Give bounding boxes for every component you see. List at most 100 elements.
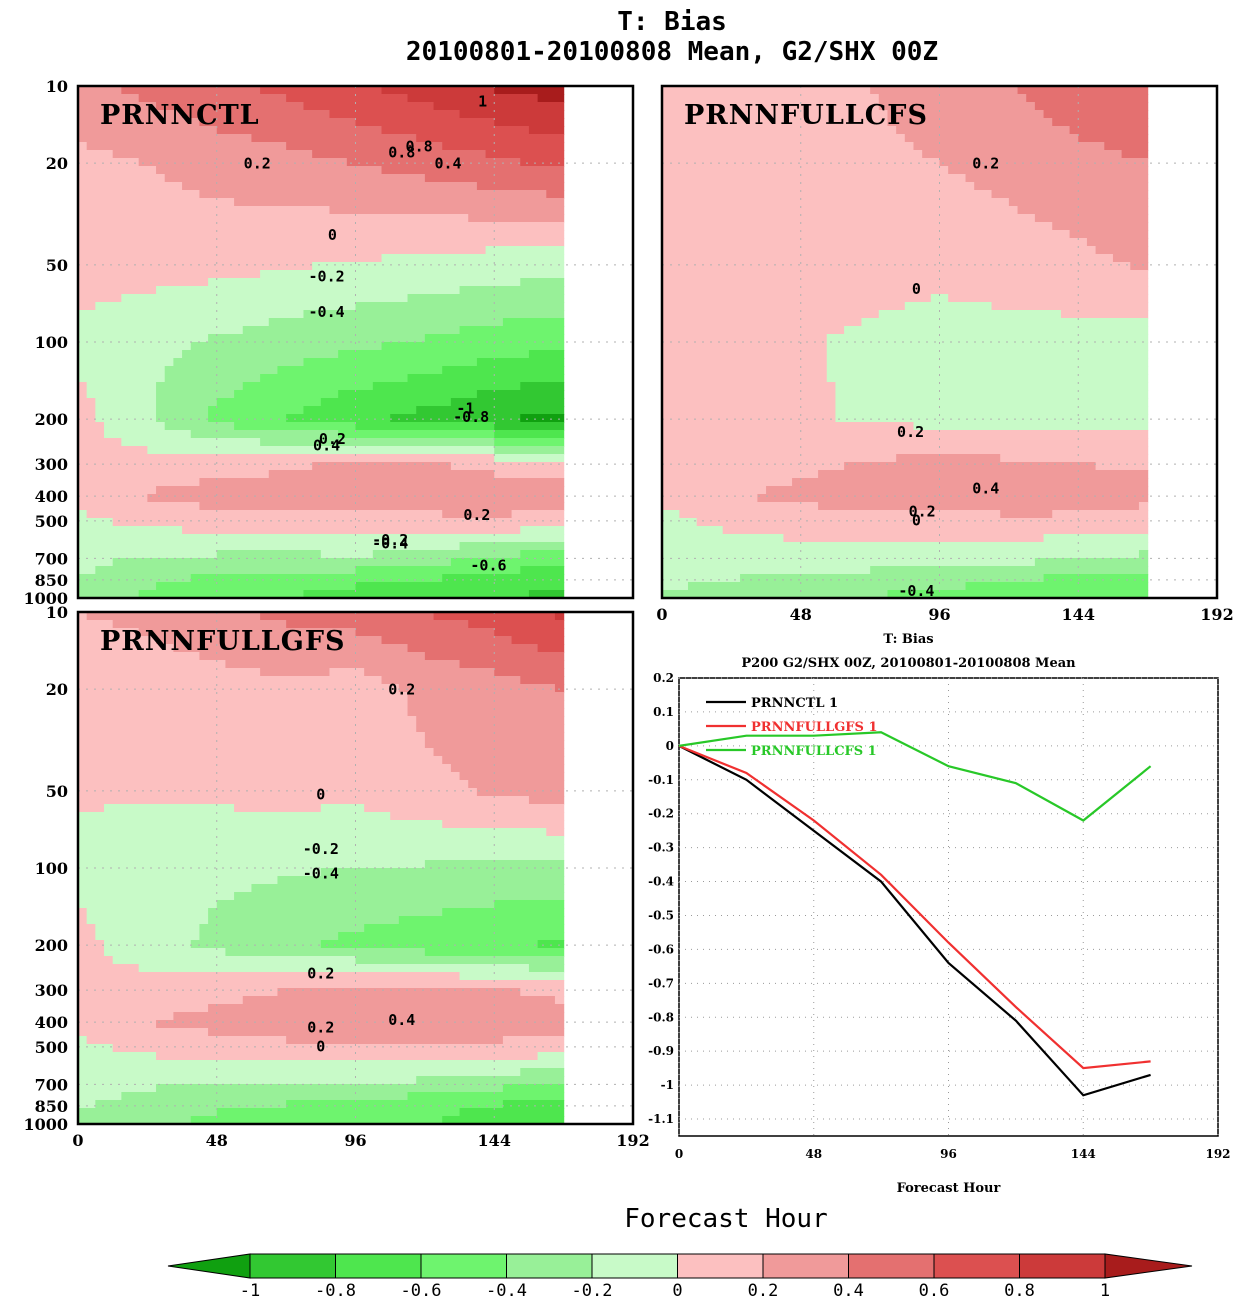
contour-cell (861, 102, 871, 111)
contour-cell (303, 86, 313, 95)
contour-cell (757, 118, 767, 127)
contour-cell (537, 326, 547, 335)
contour-cell (537, 230, 547, 239)
contour-cell (670, 222, 680, 231)
contour-cell (312, 558, 322, 567)
contour-cell (520, 446, 530, 455)
contour-cell (991, 254, 1001, 263)
contour-cell (459, 110, 469, 119)
contour-cell (130, 526, 140, 535)
contour-cell (1086, 150, 1097, 159)
contour-cell (147, 174, 157, 183)
contour-cell (355, 342, 365, 351)
contour-cell (199, 342, 209, 351)
contour-cell (783, 278, 793, 287)
contour-cell (104, 278, 114, 287)
contour-cell (86, 494, 96, 503)
contour-cell (294, 302, 305, 311)
contour-cell (182, 238, 192, 247)
contour-cell (511, 326, 521, 335)
contour-cell (731, 206, 741, 215)
contour-cell (913, 174, 923, 183)
contour-cell (364, 470, 374, 479)
contour-cell (442, 350, 452, 359)
contour-cell (844, 182, 854, 191)
contour-cell (303, 326, 313, 335)
contour-cell (982, 158, 993, 167)
contour-cell (303, 134, 313, 143)
contour-cell (86, 286, 96, 295)
contour-cell (277, 358, 287, 367)
contour-cell (852, 254, 863, 263)
contour-cell (1034, 102, 1045, 111)
contour-cell (329, 462, 339, 471)
contour-cell (748, 134, 758, 143)
contour-cell (844, 238, 854, 247)
contour-cell (372, 118, 383, 127)
contour-cell (1086, 262, 1097, 271)
contour-cell (1034, 118, 1045, 127)
contour-cell (679, 110, 689, 119)
contour-cell (528, 166, 539, 175)
contour-cell (537, 342, 547, 351)
contour-cell (766, 86, 776, 95)
contour-cell (887, 150, 897, 159)
contour-cell (156, 518, 166, 527)
contour-cell (554, 182, 565, 191)
contour-cell (208, 326, 218, 335)
contour-cell (277, 190, 287, 199)
contour-cell (130, 494, 140, 503)
contour-cell (896, 94, 906, 103)
contour-cell (251, 454, 261, 463)
contour-cell (164, 110, 174, 119)
contour-cell (861, 238, 871, 247)
contour-cell (1095, 238, 1105, 247)
contour-cell (696, 214, 706, 223)
contour-cell (312, 374, 322, 383)
contour-cell (381, 270, 391, 279)
contour-cell (511, 334, 521, 343)
contour-cell (242, 590, 253, 599)
contour-cell (130, 502, 140, 511)
contour-cell (1078, 214, 1088, 223)
contour-cell (407, 94, 417, 103)
contour-cell (520, 198, 530, 207)
contour-cell (208, 502, 218, 511)
contour-cell (1130, 254, 1140, 263)
contour-cell (956, 198, 967, 207)
contour-cell (494, 494, 504, 503)
contour-cell (494, 526, 504, 535)
contour-cell (433, 454, 443, 463)
contour-cell (346, 262, 357, 271)
contour-cell (372, 182, 383, 191)
contour-cell (372, 454, 383, 463)
contour-cell (104, 174, 114, 183)
contour-cell (878, 222, 889, 231)
contour-cell (468, 318, 478, 327)
contour-cell (398, 438, 409, 447)
contour-cell (1130, 110, 1140, 119)
contour-cell (1017, 134, 1027, 143)
contour-cell (138, 230, 148, 239)
contour-cell (294, 246, 305, 255)
contour-cell (173, 566, 183, 575)
contour-cell (95, 198, 105, 207)
contour-cell (234, 174, 244, 183)
contour-cell (835, 134, 845, 143)
contour-cell (424, 390, 435, 399)
contour-cell (1069, 246, 1079, 255)
contour-cell (494, 366, 504, 375)
contour-cell (138, 478, 148, 487)
contour-cell (390, 150, 400, 159)
contour-cell (320, 382, 331, 391)
contour-cell (130, 382, 140, 391)
contour-cell (286, 462, 296, 471)
contour-cell (1052, 214, 1062, 223)
contour-cell (485, 454, 495, 463)
contour-cell (511, 150, 521, 159)
contour-cell (147, 286, 157, 295)
contour-cell (208, 134, 218, 143)
contour-cell (208, 510, 218, 519)
contour-cell (277, 158, 287, 167)
contour-cell (182, 374, 192, 383)
